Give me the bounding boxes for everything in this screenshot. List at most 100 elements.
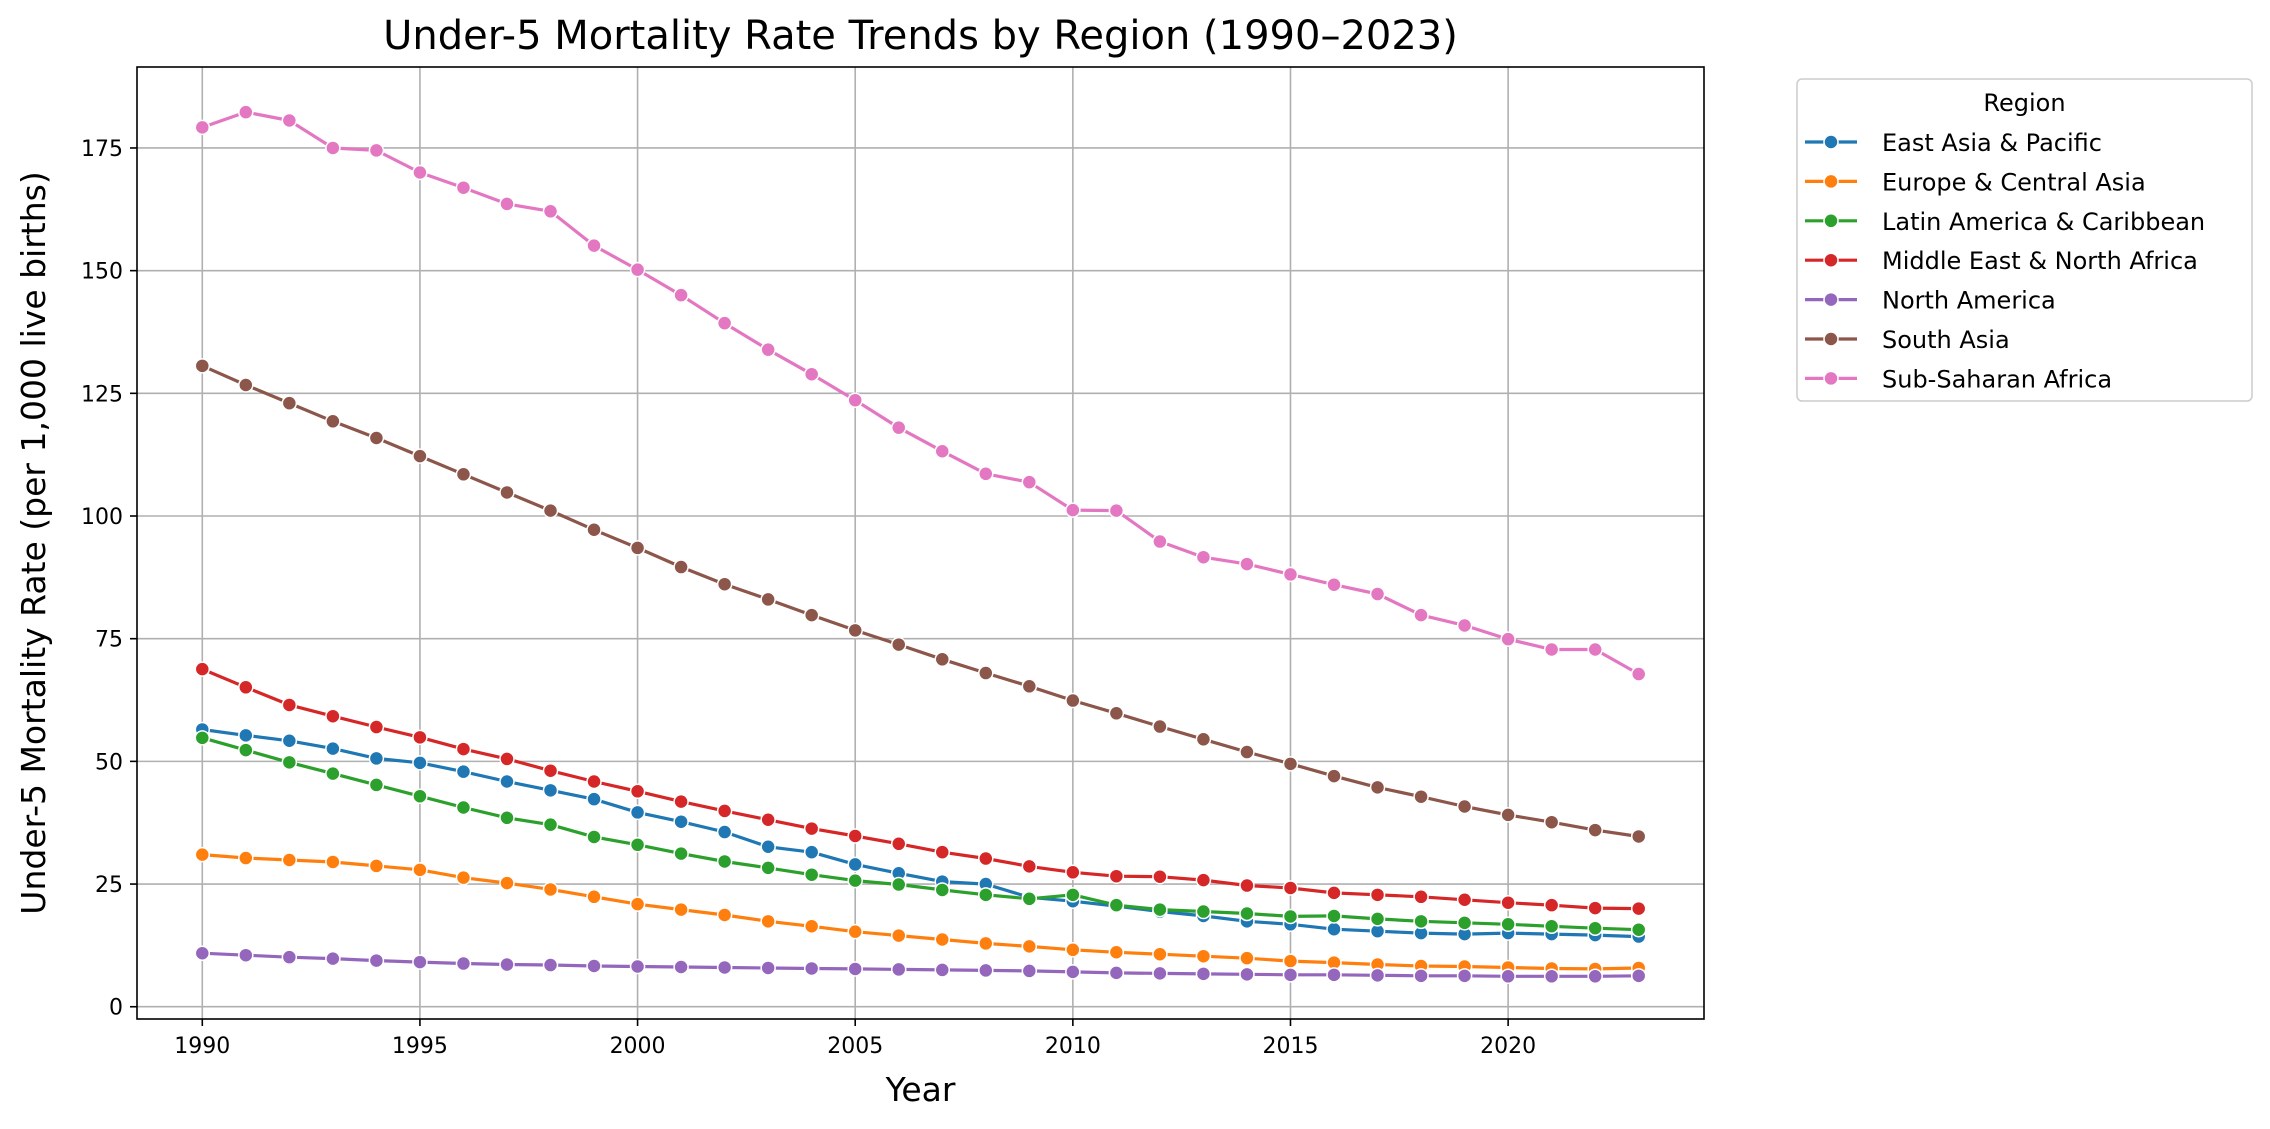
data-point [194, 846, 211, 863]
y-tick-label: 150 [81, 260, 123, 285]
data-point [1152, 901, 1168, 918]
y-tick-label: 175 [81, 137, 123, 162]
legend-box [1796, 78, 2253, 402]
legend-label: South Asia [1882, 326, 2010, 354]
data-point [673, 901, 689, 918]
data-point [1195, 903, 1212, 920]
data-point [1282, 953, 1299, 969]
y-tick-label: 0 [109, 996, 123, 1021]
legend-swatch-marker [1823, 370, 1839, 387]
data-point [368, 750, 385, 767]
chart-title: Under-5 Mortality Rate Trends by Region … [383, 13, 1458, 59]
data-point [1369, 779, 1386, 796]
data-point [194, 730, 211, 746]
data-point [1543, 641, 1560, 658]
data-point [1369, 586, 1386, 602]
data-point [1587, 641, 1603, 658]
data-point [1500, 807, 1516, 823]
data-point [1239, 966, 1255, 983]
data-point [1065, 942, 1081, 958]
series-east-asia-pacific [194, 721, 1647, 945]
legend-swatch-marker [1823, 331, 1839, 347]
data-point [1326, 885, 1342, 901]
legend-title: Region [1983, 89, 2065, 117]
data-point [716, 907, 733, 923]
data-point [1108, 502, 1125, 519]
data-point [1239, 744, 1255, 760]
data-point [1195, 966, 1212, 982]
series-line [201, 364, 1639, 839]
data-point [760, 591, 776, 608]
data-point [194, 661, 211, 677]
x-tick-label: 2020 [1480, 1034, 1536, 1059]
data-point [542, 957, 559, 973]
data-point [412, 448, 428, 464]
x-tick-label: 2015 [1262, 1034, 1318, 1059]
data-point [542, 816, 559, 833]
y-tick-label: 125 [81, 382, 123, 407]
x-tick-label: 2000 [610, 1034, 666, 1059]
data-point [847, 392, 863, 408]
legend-label: Middle East & North Africa [1882, 247, 2198, 275]
data-point [847, 856, 863, 873]
data-point [499, 484, 515, 501]
data-point [1630, 921, 1647, 938]
data-point [586, 522, 602, 538]
y-tick-label: 50 [95, 750, 123, 775]
data-point [412, 788, 428, 804]
data-point [1065, 692, 1081, 709]
data-point [325, 413, 341, 430]
data-point [238, 947, 254, 963]
data-point [1413, 788, 1429, 805]
data-point [1152, 718, 1168, 735]
x-tick-label: 2010 [1045, 1034, 1101, 1059]
legend-item: North America [1805, 287, 2056, 315]
data-point [542, 762, 559, 779]
data-point [325, 854, 341, 870]
data-point [1282, 967, 1299, 983]
data-point [499, 751, 515, 767]
data-point [629, 804, 646, 821]
data-point [586, 958, 602, 974]
series-latin-america-caribbean [194, 730, 1647, 938]
data-point [629, 896, 646, 912]
data-point [1543, 918, 1560, 935]
x-axis-title: Year [885, 1070, 956, 1109]
data-point [629, 261, 646, 278]
data-point [890, 961, 907, 978]
data-point [1282, 756, 1299, 772]
series-line [202, 853, 1639, 971]
y-axis: 0 25 50 75 100 125 150 175 [81, 137, 137, 1021]
data-point [1021, 891, 1038, 907]
data-point [499, 956, 515, 973]
data-point [281, 754, 298, 771]
data-point [1630, 828, 1647, 845]
data-point [1413, 889, 1429, 905]
data-point [1195, 948, 1212, 964]
data-point [1369, 887, 1386, 903]
data-point [1108, 965, 1125, 981]
y-tick-label: 75 [95, 628, 123, 653]
data-point [847, 923, 863, 940]
data-point [368, 952, 385, 969]
data-point [934, 962, 951, 978]
data-point [978, 962, 994, 979]
data-point [1108, 868, 1125, 884]
data-point [1108, 944, 1125, 961]
series-line [202, 727, 1639, 939]
data-point [542, 782, 559, 799]
data-point [1239, 556, 1255, 572]
data-point [1587, 968, 1603, 985]
data-point [978, 665, 994, 681]
data-point [716, 824, 733, 840]
data-point [238, 742, 254, 758]
data-point [455, 179, 472, 196]
data-point [1587, 900, 1603, 916]
data-point [281, 395, 298, 411]
legend-item: Latin America & Caribbean [1805, 208, 2205, 236]
data-point [673, 287, 689, 303]
data-point [412, 729, 428, 746]
data-point [281, 733, 298, 749]
data-point [586, 829, 602, 845]
data-point [1195, 731, 1212, 748]
